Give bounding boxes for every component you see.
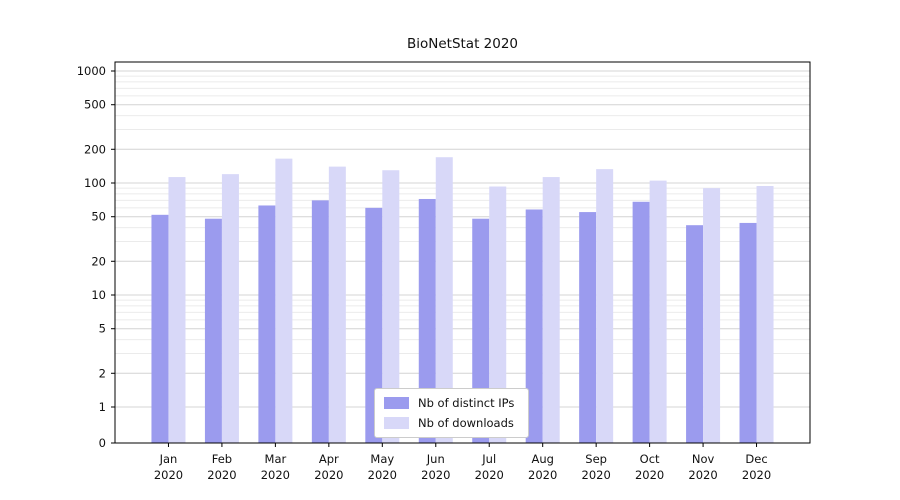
bar-nb-of-downloads-jul-2020: [489, 186, 507, 443]
x-tick-label-month: Oct: [640, 452, 660, 466]
bar-nb-of-distinct-ips-jun-2020: [418, 198, 436, 443]
x-tick-label-year: 2020: [582, 468, 611, 482]
x-tick-label-year: 2020: [742, 468, 771, 482]
plot-border: [114, 61, 811, 444]
x-tick-label-month: May: [370, 452, 394, 466]
x-tick-label-year: 2020: [261, 468, 290, 482]
y-tick-label: 1: [99, 400, 106, 414]
y-tick-label: 50: [91, 210, 106, 224]
bar-nb-of-downloads-jan-2020: [168, 177, 186, 443]
bar-nb-of-downloads-may-2020: [382, 170, 400, 443]
legend: Nb of distinct IPs Nb of downloads: [374, 388, 530, 438]
x-tick-label-year: 2020: [421, 468, 450, 482]
y-tick-label: 10: [91, 288, 106, 302]
bar-nb-of-distinct-ips-jul-2020: [472, 218, 490, 443]
y-tick-label: 200: [84, 142, 106, 156]
y-tick-label: 500: [84, 98, 106, 112]
x-tick-label-month: Sep: [585, 452, 607, 466]
bar-nb-of-downloads-nov-2020: [703, 188, 721, 443]
bar-nb-of-downloads-feb-2020: [221, 174, 239, 443]
bar-nb-of-distinct-ips-feb-2020: [204, 218, 222, 443]
x-tick-label-month: Jan: [159, 452, 178, 466]
bar-nb-of-downloads-jun-2020: [435, 157, 453, 443]
bar-nb-of-distinct-ips-may-2020: [365, 207, 383, 443]
x-tick-label-month: Mar: [265, 452, 287, 466]
x-tick-label-year: 2020: [688, 468, 717, 482]
bar-nb-of-downloads-mar-2020: [275, 158, 293, 444]
bar-nb-of-distinct-ips-nov-2020: [686, 225, 704, 443]
bar-nb-of-distinct-ips-oct-2020: [632, 201, 650, 443]
x-tick-label-year: 2020: [635, 468, 664, 482]
legend-swatch-downloads: [384, 417, 409, 429]
bar-nb-of-distinct-ips-sep-2020: [579, 212, 597, 443]
x-tick-label-year: 2020: [154, 468, 183, 482]
y-tick-label: 2: [99, 366, 106, 380]
y-tick-label: 1000: [77, 64, 106, 78]
legend-item-downloads: Nb of downloads: [384, 416, 514, 430]
bar-nb-of-distinct-ips-dec-2020: [739, 222, 757, 443]
bar-nb-of-distinct-ips-apr-2020: [311, 200, 329, 443]
bar-nb-of-distinct-ips-mar-2020: [258, 205, 276, 443]
bar-nb-of-downloads-apr-2020: [328, 166, 346, 443]
y-tick-label: 5: [99, 322, 106, 336]
x-tick-label-month: Jun: [426, 452, 445, 466]
y-tick-label: 0: [99, 436, 106, 450]
legend-swatch-distinct-ips: [384, 397, 409, 409]
y-tick-label: 20: [91, 254, 106, 268]
x-tick-label-year: 2020: [475, 468, 504, 482]
legend-label-distinct-ips: Nb of distinct IPs: [418, 396, 515, 410]
x-tick-label-month: Dec: [745, 452, 767, 466]
x-tick-label-year: 2020: [314, 468, 343, 482]
x-tick-label-month: Nov: [692, 452, 715, 466]
x-tick-label-month: Apr: [319, 452, 339, 466]
y-tick-label: 100: [84, 176, 106, 190]
bar-nb-of-downloads-aug-2020: [542, 177, 560, 443]
chart-title: BioNetStat 2020: [406, 36, 519, 52]
bar-nb-of-downloads-dec-2020: [756, 186, 774, 443]
x-tick-label-month: Jul: [481, 452, 496, 466]
bar-nb-of-downloads-sep-2020: [596, 169, 614, 444]
x-tick-label-month: Feb: [212, 452, 232, 466]
legend-label-downloads: Nb of downloads: [418, 416, 514, 430]
x-tick-label-year: 2020: [528, 468, 557, 482]
legend-item-distinct-ips: Nb of distinct IPs: [384, 396, 514, 410]
x-tick-label-year: 2020: [207, 468, 236, 482]
bar-nb-of-downloads-oct-2020: [649, 180, 667, 443]
x-tick-label-month: Aug: [531, 452, 553, 466]
x-tick-label-year: 2020: [368, 468, 397, 482]
bar-nb-of-distinct-ips-aug-2020: [525, 209, 543, 443]
bar-nb-of-distinct-ips-jan-2020: [151, 214, 169, 443]
